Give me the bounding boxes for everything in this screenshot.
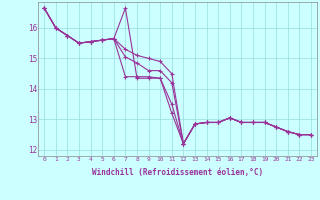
X-axis label: Windchill (Refroidissement éolien,°C): Windchill (Refroidissement éolien,°C) bbox=[92, 168, 263, 177]
